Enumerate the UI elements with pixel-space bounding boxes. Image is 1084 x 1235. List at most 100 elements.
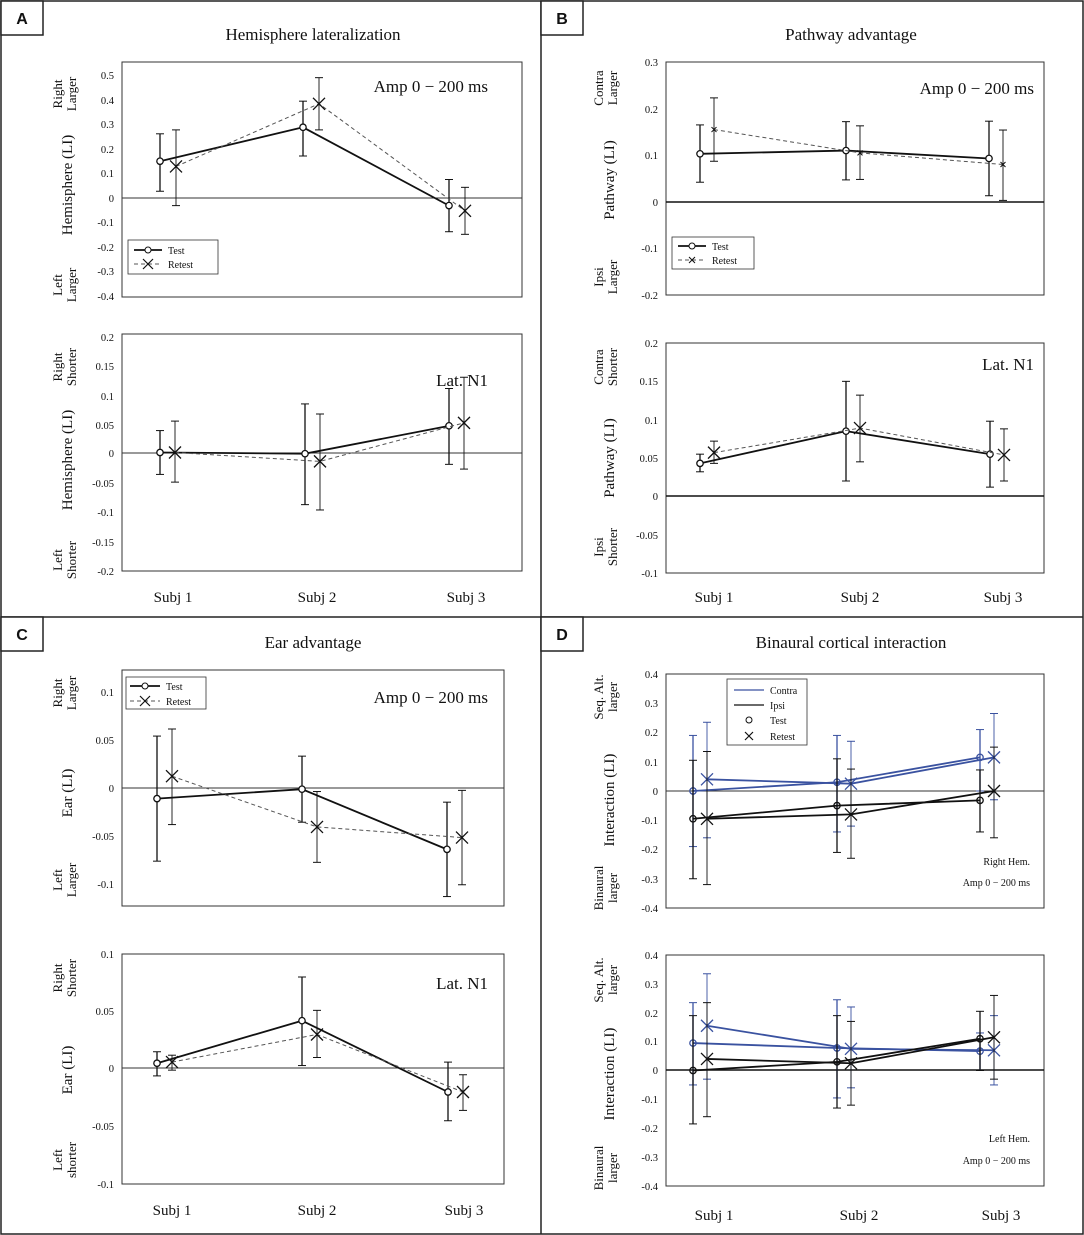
y-ticks: 0.4 0.3 0.2 0.1 0 -0.1 -0.2 -0.3 -0.4 [641,951,658,1193]
y-tick-label: -0.3 [641,875,658,886]
y-tick-label: 0 [653,1066,658,1077]
series-line [713,129,1004,166]
legend-label: Contra [770,686,798,697]
legend-label: Retest [166,697,191,708]
marker-cross [700,1052,714,1066]
y-tick-label: 0.3 [645,980,658,991]
y-tick-label: -0.3 [97,267,114,278]
y-ticks: 0.3 0.2 0.1 0 -0.1 -0.2 [641,58,658,302]
y-tick-label: -0.2 [641,845,658,856]
marker-cross [456,1085,470,1099]
panel-label: B [556,11,568,28]
y-tick-label: 0.3 [101,120,114,131]
data-layer [156,376,471,511]
y-axis-label: Hemisphere (LI) [60,135,76,235]
x-tick-label: Subj 1 [153,1203,192,1219]
marker-circle [696,149,704,158]
side-label-bottom-1: Ipsi [591,537,606,557]
side-label-top-2: Shorter [64,958,79,997]
legend-label: Retest [770,732,795,743]
series-line [175,103,466,212]
y-tick-label: -0.05 [92,832,114,843]
panel-d: D Binaural cortical interaction 0.4 0.3 … [540,616,1045,1224]
marker-cross [711,126,717,133]
marker-cross [312,97,326,111]
data-layer [156,77,472,235]
marker-cross [844,807,858,821]
marker-cross [853,421,867,435]
subplot-d1: 0.4 0.3 0.2 0.1 0 -0.1 -0.2 -0.3 -0.4 In… [591,670,1045,915]
side-label-top-1: Right [50,678,65,707]
side-label-bottom-2: Larger [605,259,620,294]
data-layer [696,380,1011,488]
x-tick-label: Subj 3 [982,1208,1021,1224]
marker-cross [313,454,327,468]
marker-circle [298,785,306,794]
series-retest [169,77,472,235]
side-label-top-1: Seq. Alt. [591,674,606,719]
series-retest [707,394,1011,482]
side-label-top-1: Seq. Alt. [591,957,606,1002]
subplot-annotation: Lat. N1 [436,974,488,993]
marker-circle [443,845,451,854]
side-label-bottom-2: Shorter [64,540,79,579]
y-ticks: 0.2 0.15 0.1 0.05 0 -0.05 -0.1 -0.15 -0.… [92,333,114,578]
x-tick-label: Subj 1 [695,590,734,606]
legend-label: Test [712,242,729,253]
series-line [706,1024,995,1052]
legend-marker-circle [144,246,152,254]
panel-b: B Pathway advantage 0.3 0.2 0.1 0 -0.1 -… [540,0,1045,606]
subplot-d2: 0.4 0.3 0.2 0.1 0 -0.1 -0.2 -0.3 -0.4 In… [591,951,1045,1193]
plot-frame [121,61,523,298]
legend: Test Retest [127,239,219,275]
y-tick-label: -0.2 [641,291,658,302]
y-tick-label: -0.05 [92,479,114,490]
y-ticks: 0.4 0.3 0.2 0.1 0 -0.1 -0.2 -0.3 -0.4 [641,670,658,915]
x-ticks: Subj 1 Subj 2 Subj 3 [154,590,486,606]
x-tick-label: Subj 3 [984,590,1023,606]
marker-circle [444,1088,452,1096]
panel-label: C [16,627,28,644]
plot-frame [665,342,1045,574]
legend-box [127,239,219,275]
panel-label-box [540,0,584,36]
subplot-annotation-window: Amp 0 − 200 ms [963,878,1030,889]
y-tick-label: 0 [109,1064,114,1075]
y-ticks: 0.1 0.05 0 -0.05 -0.1 [92,688,114,891]
series-test [153,976,452,1122]
series-retest [710,97,1007,201]
y-axis-label: Ear (LI) [60,1046,76,1095]
y-tick-label: -0.1 [97,218,114,229]
legend-label: Ipsi [770,701,785,712]
marker-circle [153,1059,161,1068]
marker-cross [700,812,714,826]
side-label-bottom-2: larger [605,872,620,903]
side-label-bottom-1: Binaural [591,865,606,910]
y-tick-label: -0.2 [97,243,114,254]
panel-title: Binaural cortical interaction [756,633,947,652]
legend-label: Retest [168,260,193,271]
series-line [171,1033,464,1093]
side-label-bottom-2: larger [605,1152,620,1183]
y-tick-label: -0.4 [641,1182,658,1193]
y-tick-label: 0.2 [645,339,658,350]
subplot-a2: 0.2 0.15 0.1 0.05 0 -0.05 -0.1 -0.15 -0.… [50,333,523,579]
legend-box [671,236,755,270]
side-label-bottom-1: Left [50,549,65,571]
y-tick-label: 0.2 [645,105,658,116]
y-tick-label: 0 [109,784,114,795]
legend-label: Test [166,682,183,693]
subplot-b1: 0.3 0.2 0.1 0 -0.1 -0.2 Pathway (LI) Con… [591,58,1045,302]
marker-cross [165,1055,179,1069]
legend-marker-cross [139,695,151,707]
y-tick-label: -0.1 [641,244,658,255]
y-tick-label: 0.15 [640,377,658,388]
y-tick-label: -0.1 [97,880,114,891]
y-tick-label: 0 [109,194,114,205]
panel-a: A Hemisphere lateralization 0.5 0.4 0.3 … [0,0,523,606]
marker-cross [844,1056,858,1070]
marker-cross [987,784,1001,798]
marker-circle [445,201,453,210]
marker-circle [696,459,704,468]
legend: Contra Ipsi Test Retest [726,678,808,746]
